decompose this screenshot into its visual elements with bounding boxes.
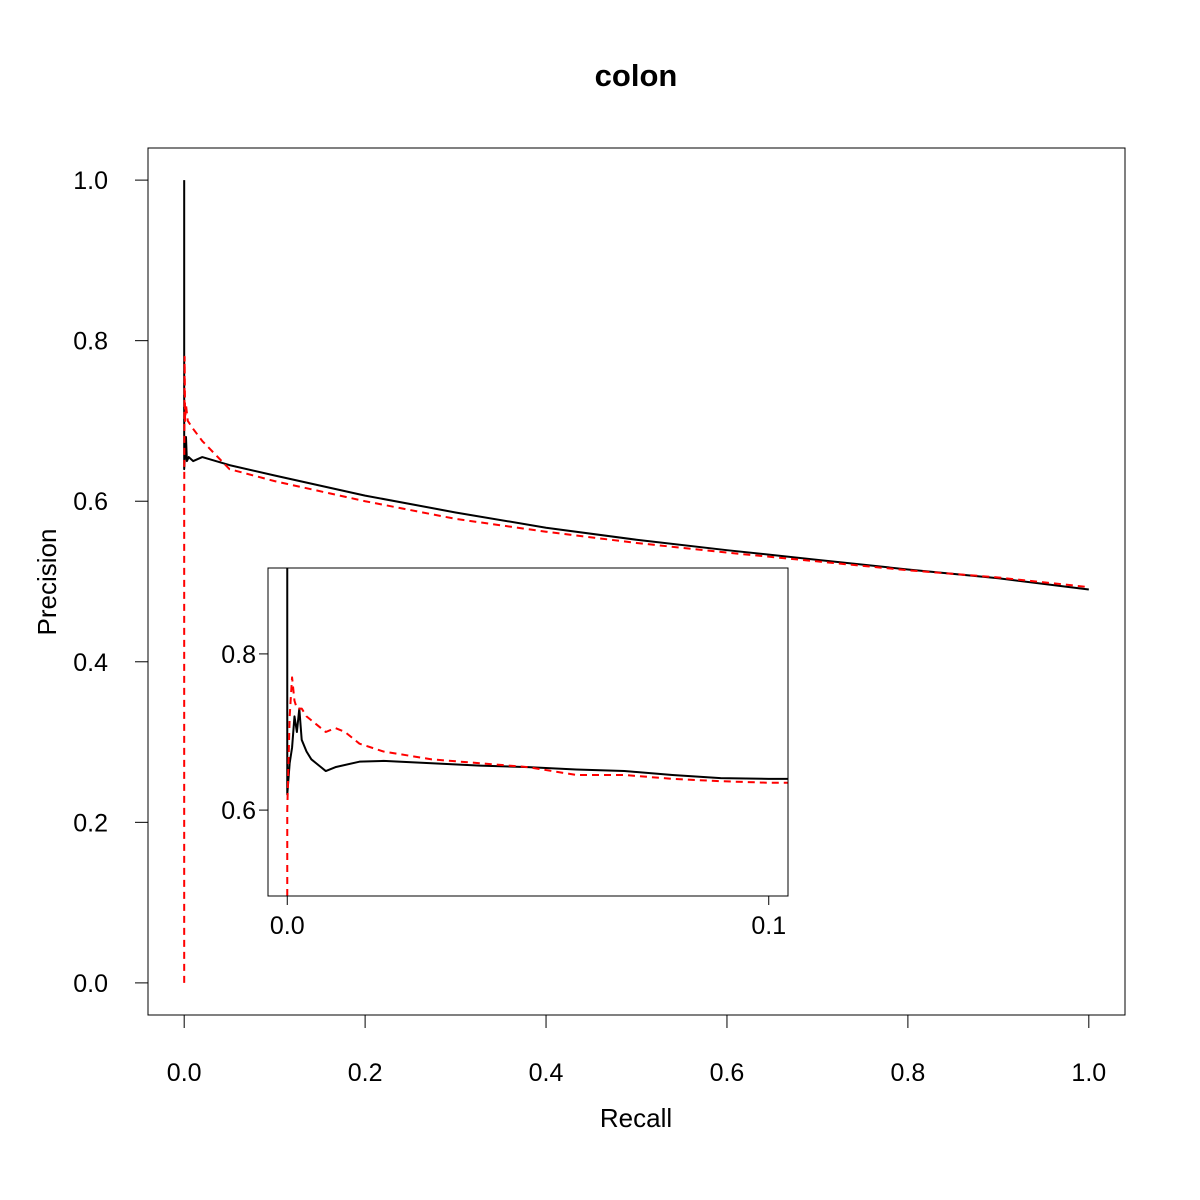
inset-series-group	[286, 568, 788, 896]
main-x-tick-label: 0.4	[529, 1059, 564, 1087]
inset-x-tick-label: 0.1	[751, 912, 786, 940]
main-x-tick-label: 0.0	[167, 1059, 202, 1087]
main-series-1-line	[183, 180, 1089, 591]
inset-series-2-line	[286, 676, 788, 896]
inset-x-axis: 0.0 0.1	[270, 895, 786, 940]
main-y-tick-label: 0.2	[73, 809, 108, 837]
main-series-group	[183, 180, 1089, 983]
main-y-tick-label: 1.0	[73, 167, 108, 195]
main-x-tick-label: 1.0	[1071, 1059, 1106, 1087]
inset-y-tick-label: 0.6	[221, 797, 256, 825]
main-x-tick-label: 0.6	[710, 1059, 745, 1087]
main-x-tick-label: 0.2	[348, 1059, 383, 1087]
inset-series-1-line	[286, 568, 788, 796]
inset-x-tick-label: 0.0	[270, 912, 305, 940]
inset-y-axis: 0.6 0.8	[221, 641, 269, 825]
chart-title: colon	[595, 58, 678, 93]
main-x-axis: 0.0 0.2 0.4 0.6 0.8 1.0	[167, 1014, 1106, 1087]
x-axis-title: Recall	[600, 1103, 672, 1133]
main-y-tick-label: 0.0	[73, 970, 108, 998]
main-y-axis: 0.0 0.2 0.4 0.6 0.8 1.0	[73, 167, 149, 998]
main-y-tick-label: 0.4	[73, 649, 108, 677]
inset-zoom-plot: 0.0 0.1 0.6 0.8	[221, 567, 789, 940]
inset-y-tick-label: 0.8	[221, 641, 256, 669]
y-axis-title: Precision	[32, 529, 62, 636]
main-x-tick-label: 0.8	[891, 1059, 926, 1087]
main-series-2-line	[183, 355, 1089, 983]
inset-background	[268, 568, 788, 896]
main-y-tick-label: 0.8	[73, 328, 108, 356]
main-y-tick-label: 0.6	[73, 488, 108, 516]
